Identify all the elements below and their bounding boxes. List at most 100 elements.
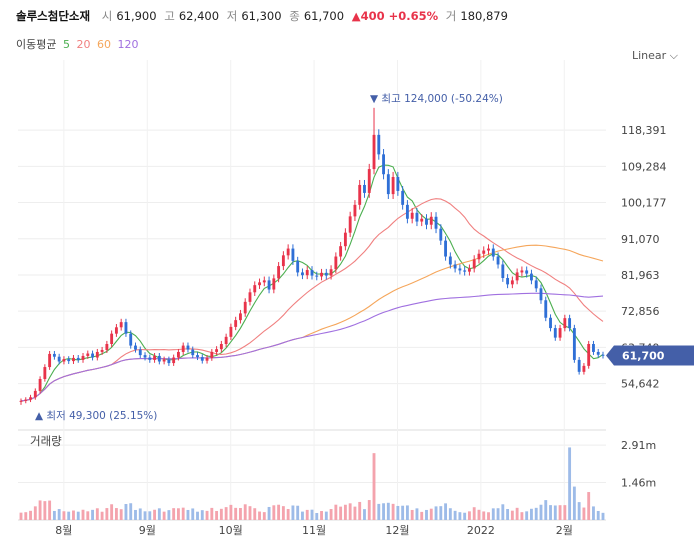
x-tick-label: 10월 xyxy=(219,524,243,537)
volume-bar xyxy=(286,509,290,520)
volume-bar xyxy=(539,504,543,520)
volume-bar xyxy=(363,509,366,520)
candle-body xyxy=(382,154,385,175)
volume-bar xyxy=(234,507,238,520)
candle-body xyxy=(348,216,352,233)
ma-legend-title: 이동평균 xyxy=(16,38,57,51)
candle-body xyxy=(401,190,405,205)
volume-bar xyxy=(262,512,266,520)
volume-bar xyxy=(186,509,190,520)
candle-body xyxy=(539,288,543,301)
candle-body xyxy=(453,264,457,269)
high-label: 고 xyxy=(164,9,175,23)
candle-body xyxy=(534,280,538,289)
x-tick-label: 2022 xyxy=(467,524,495,537)
candle-body xyxy=(372,134,376,170)
candle-body xyxy=(62,359,66,362)
candle-body xyxy=(86,353,90,356)
volume-bar xyxy=(129,503,133,520)
volume-bar xyxy=(76,511,80,520)
volume-bar xyxy=(124,503,128,520)
candle-body xyxy=(592,344,595,352)
candle-body xyxy=(129,333,133,346)
candle-body xyxy=(157,355,161,362)
candle-body xyxy=(219,344,223,350)
volume-bar xyxy=(33,506,37,520)
volume-bar xyxy=(467,511,471,520)
volume-bar xyxy=(57,509,61,520)
candle-body xyxy=(367,169,371,193)
volume-bar xyxy=(549,505,552,520)
volume-bar xyxy=(587,492,591,520)
candle-body xyxy=(577,359,581,372)
volume-label: 거 xyxy=(445,9,457,23)
volume-bar xyxy=(405,505,409,520)
volume-bar xyxy=(134,509,137,520)
x-tick-label: 11월 xyxy=(302,524,326,537)
volume-bar xyxy=(491,508,495,520)
volume-bar xyxy=(29,510,32,520)
candle-body xyxy=(81,355,85,360)
volume-bar xyxy=(38,500,42,520)
candle-body xyxy=(19,400,23,402)
candle-body xyxy=(38,378,42,391)
candle-body xyxy=(525,270,529,274)
volume-bar xyxy=(219,508,223,520)
volume-bar xyxy=(114,508,118,520)
volume-bar xyxy=(420,511,424,520)
volume-bar xyxy=(301,511,304,520)
volume-bar xyxy=(377,503,381,520)
volume-bar xyxy=(348,503,352,520)
scale-toggle-dropdown[interactable]: Linear ⌵ xyxy=(632,49,679,62)
volume-bar xyxy=(563,505,567,520)
volume-bar xyxy=(277,504,281,520)
price-change: ▲400 xyxy=(351,9,385,23)
stock-quote-header: 솔루스첨단소재 시 61,900 고 62,400 저 61,300 종 61,700 … xyxy=(16,8,512,26)
high-marker-label: ▼ 최고 124,000 (-50.24%) xyxy=(370,93,503,105)
volume-bar xyxy=(339,506,343,520)
volume-value: 180,879 xyxy=(460,9,508,23)
open-label: 시 xyxy=(101,9,113,23)
candle-body xyxy=(76,357,80,360)
stock-name: 솔루스첨단소재 xyxy=(16,9,91,23)
candle-body xyxy=(501,264,505,278)
close-price: 61,700 xyxy=(303,9,345,23)
y-tick-label: 109,284 xyxy=(621,160,667,173)
volume-bar xyxy=(525,511,529,520)
candle-body xyxy=(410,212,414,219)
candle-body xyxy=(119,322,123,328)
candle-body xyxy=(114,327,118,334)
candle-body xyxy=(572,328,576,360)
candle-body xyxy=(510,280,514,285)
candle-body xyxy=(67,359,71,362)
volume-bar xyxy=(148,511,152,520)
candle-body xyxy=(24,399,28,401)
candle-body xyxy=(386,174,390,195)
ma-20-line xyxy=(20,198,604,402)
candle-body xyxy=(358,184,362,205)
volume-bar xyxy=(196,511,199,520)
candle-body xyxy=(110,333,114,344)
volume-bar xyxy=(515,507,519,520)
volume-bar xyxy=(487,512,490,520)
candle-body xyxy=(363,184,366,193)
price-change-pct: +0.65% xyxy=(388,9,439,23)
volume-bar xyxy=(239,507,242,520)
candle-body xyxy=(186,345,190,350)
volume-tick-label: 2.91m xyxy=(621,439,656,452)
volume-tick-label: 1.46m xyxy=(621,476,656,489)
volume-bar xyxy=(305,509,309,520)
candle-body xyxy=(515,272,519,281)
candle-body xyxy=(582,365,586,372)
volume-bar xyxy=(329,509,333,520)
volume-bar xyxy=(429,508,433,520)
candle-body xyxy=(458,268,462,271)
candle-body xyxy=(587,344,591,366)
candle-body xyxy=(210,351,214,358)
y-tick-label: 118,391 xyxy=(621,124,667,137)
candle-body xyxy=(544,300,548,318)
candle-body xyxy=(296,260,300,273)
volume-bar xyxy=(367,500,371,520)
volume-bar xyxy=(463,512,467,520)
volume-bar xyxy=(544,500,548,520)
